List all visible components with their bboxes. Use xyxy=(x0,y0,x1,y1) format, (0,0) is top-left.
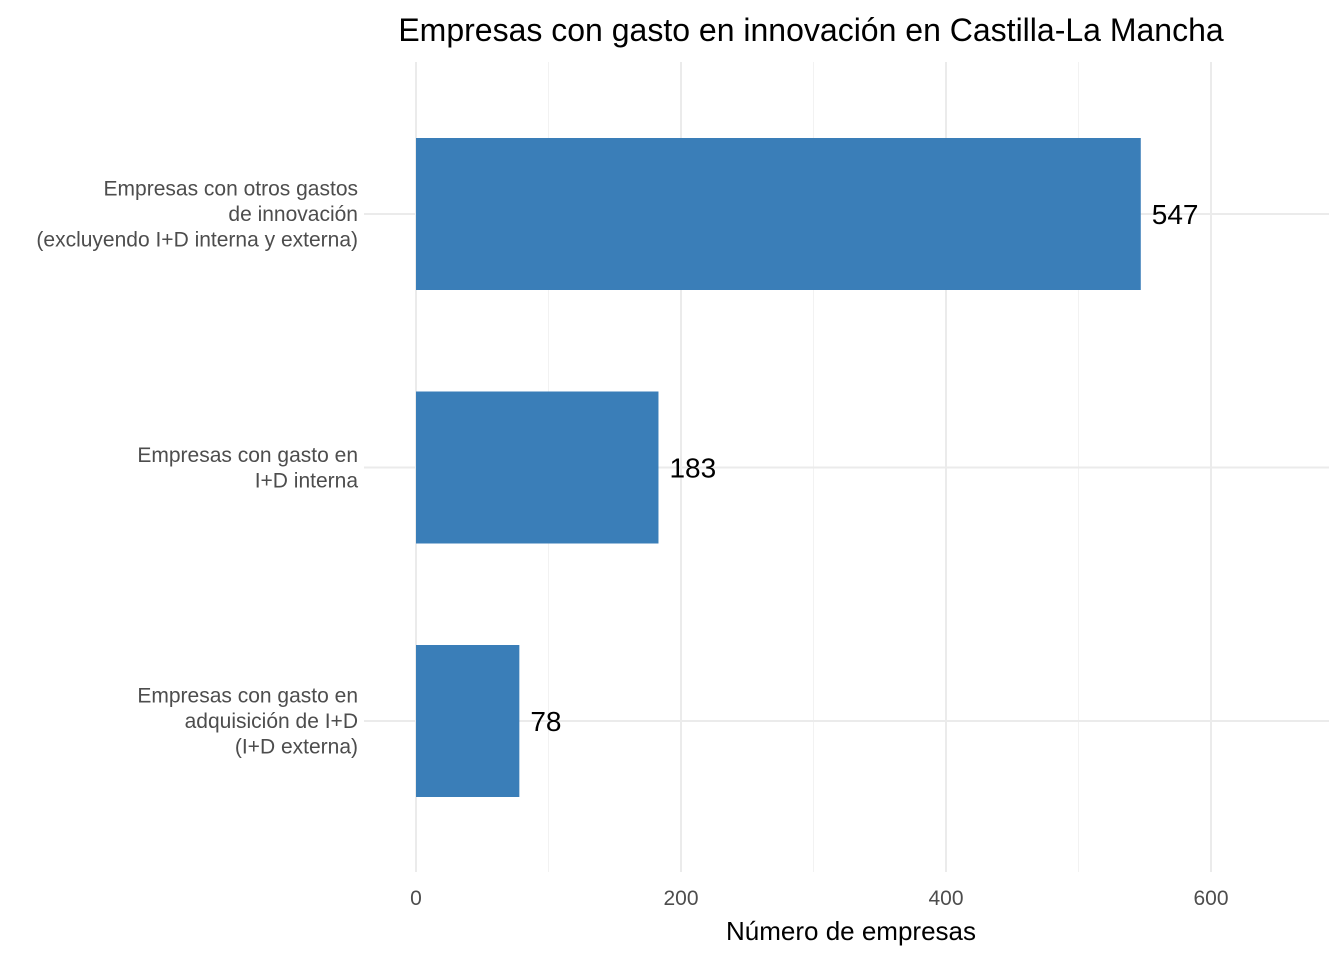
category-label: Empresas con otros gastos de innovación (e… xyxy=(36,178,358,252)
bar xyxy=(416,138,1141,290)
bar xyxy=(416,645,519,797)
chart-title: Empresas con gasto en innovación en Cast… xyxy=(398,12,1224,48)
data-label: 183 xyxy=(669,453,716,484)
category-label-line: (excluyendo I+D interna y externa) xyxy=(36,229,358,252)
x-tick-label: 0 xyxy=(410,887,422,910)
category-label: Empresas con gasto en I+D interna xyxy=(137,444,358,493)
bar xyxy=(416,392,658,544)
category-label: Empresas con gasto en adquisición de I+D (… xyxy=(137,685,358,759)
x-tick-label: 600 xyxy=(1193,887,1228,910)
category-label-layer: Empresas con otros gastos de innovación (e… xyxy=(36,178,358,759)
category-label-line: Empresas con otros gastos xyxy=(104,178,358,201)
category-label-line: Empresas con gasto en xyxy=(137,685,358,708)
category-label-line: de innovación xyxy=(228,203,358,226)
data-label: 78 xyxy=(530,706,561,737)
category-label-line: (I+D externa) xyxy=(235,736,358,759)
x-tick-layer: 0 200 400 600 xyxy=(410,887,1228,910)
x-tick-label: 200 xyxy=(663,887,698,910)
category-label-line: adquisición de I+D xyxy=(185,710,358,733)
category-label-line: I+D interna xyxy=(255,469,359,492)
x-tick-label: 400 xyxy=(928,887,963,910)
x-axis-title: Número de empresas xyxy=(726,916,976,946)
category-label-line: Empresas con gasto en xyxy=(137,444,358,467)
data-label: 547 xyxy=(1152,199,1199,230)
